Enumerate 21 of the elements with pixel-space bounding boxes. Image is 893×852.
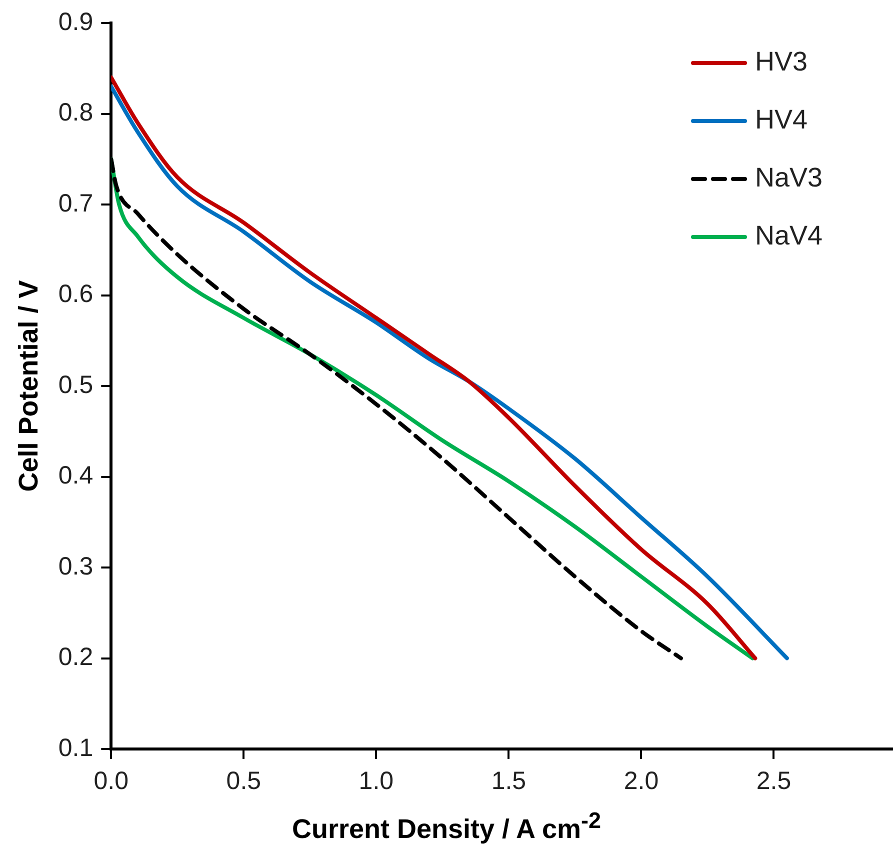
y-tick-label: 0.6 (58, 280, 94, 308)
x-tick-label: 1.5 (491, 766, 526, 795)
legend-label: HV3 (755, 46, 808, 76)
x-tick-label: 1.0 (358, 766, 394, 795)
x-tick-label: 0.0 (94, 766, 129, 795)
y-tick-label: 0.1 (58, 734, 94, 762)
y-tick-label: 0.8 (58, 98, 94, 127)
y-axis-title: Cell Potential / V (14, 280, 44, 492)
y-tick-label: 0.9 (58, 8, 94, 36)
legend-label: NaV4 (755, 220, 823, 250)
x-tick-label: 2.5 (756, 766, 792, 795)
x-axis-title: Current Density / A cm$^{-2}$ (290, 808, 602, 845)
y-tick-label: 0.5 (58, 370, 94, 399)
x-tick-label: 0.5 (226, 766, 262, 795)
y-tick-label: 0.2 (58, 643, 94, 672)
y-tick-label: 0.7 (58, 189, 94, 218)
y-tick-label: 0.3 (58, 552, 94, 580)
y-tick-label: 0.4 (58, 462, 94, 490)
legend-label: NaV3 (755, 162, 823, 192)
x-tick-label: 2.0 (624, 766, 659, 795)
legend-label: HV4 (755, 104, 808, 134)
